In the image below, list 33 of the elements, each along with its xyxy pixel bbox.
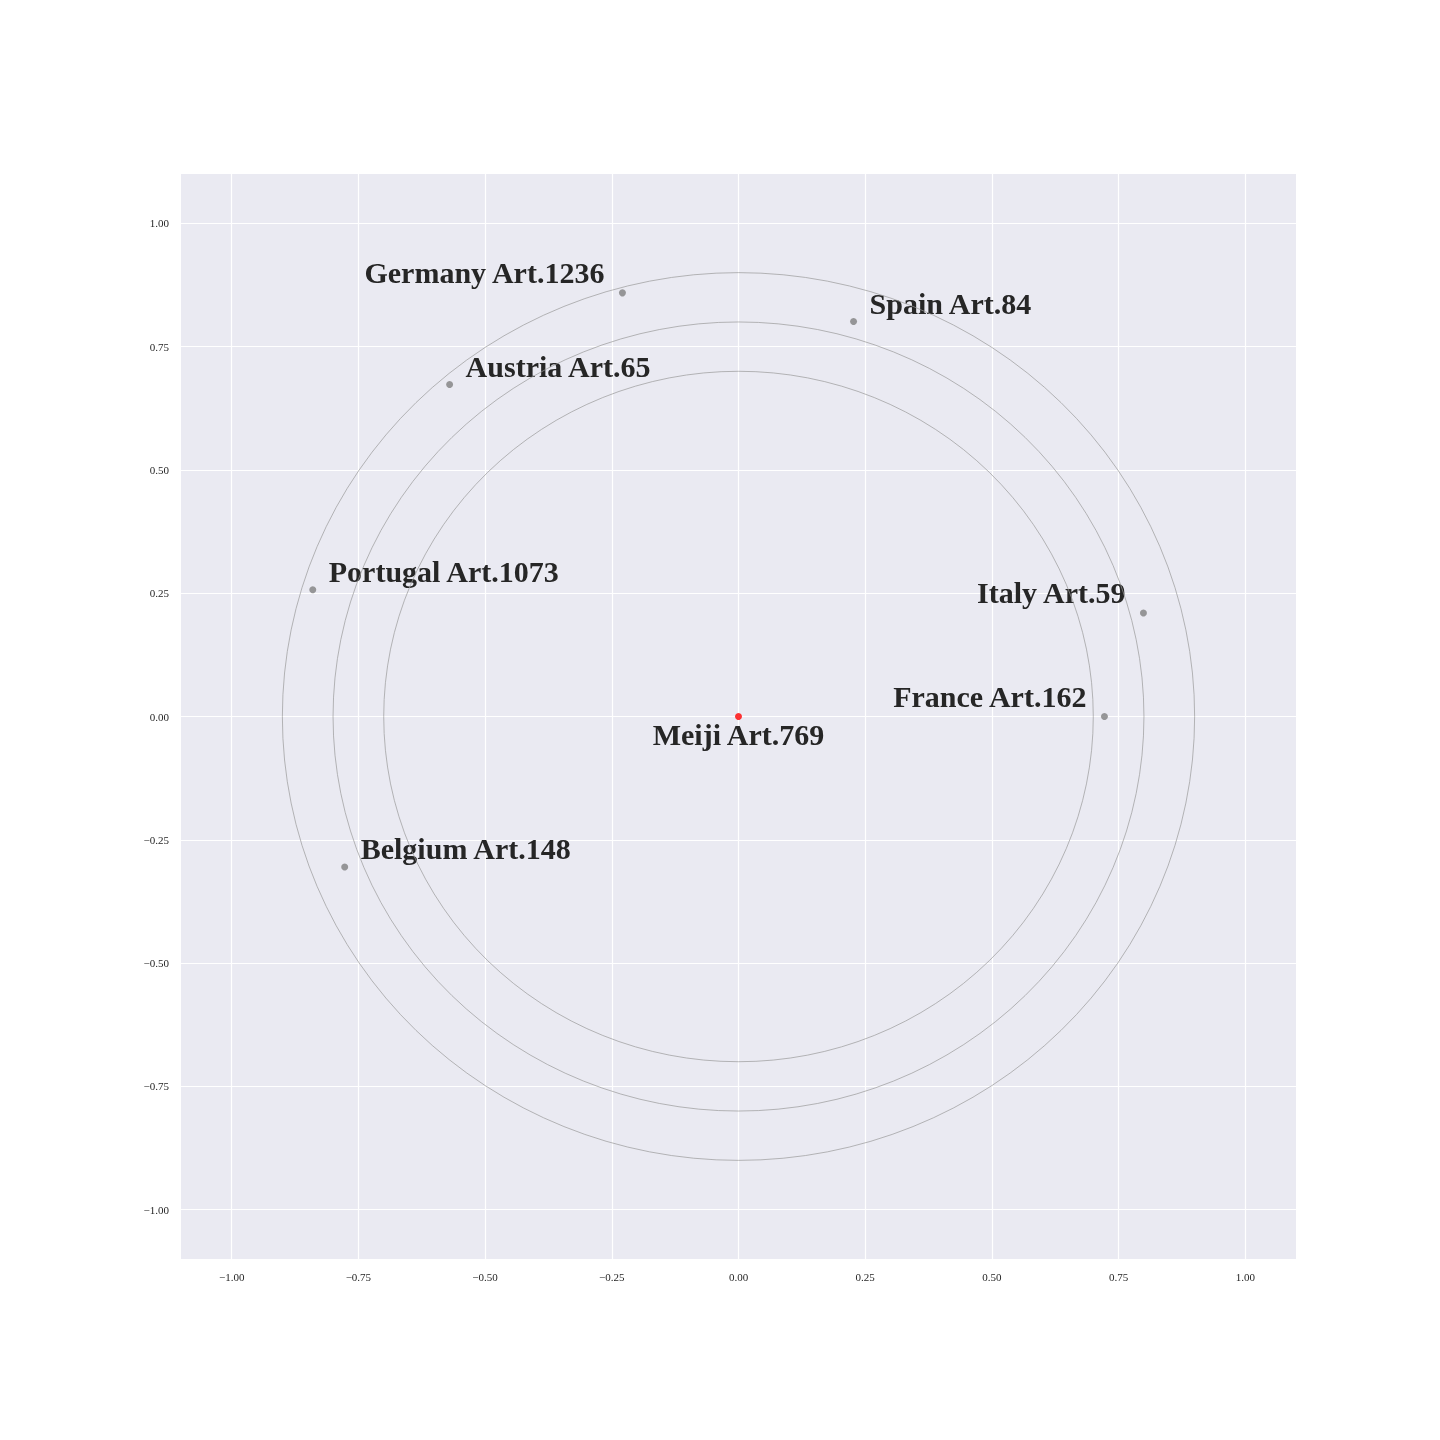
x-tick-label: 0.00 [728, 1270, 749, 1283]
point [341, 863, 349, 871]
annotation: France Art.162 [893, 680, 1087, 713]
x-tick-label: 0.25 [855, 1270, 876, 1283]
annotation: Portugal Art.1073 [328, 555, 559, 589]
point [309, 586, 317, 594]
y-tick-label: 0.50 [149, 463, 170, 476]
x-tick-label: 0.50 [982, 1270, 1003, 1283]
annotation: Italy Art.59 [977, 576, 1126, 610]
point [1100, 713, 1108, 720]
x-tick-label: −0.25 [599, 1270, 626, 1283]
y-tick-label: −0.75 [143, 1080, 170, 1093]
x-tick-label: 1.00 [1235, 1270, 1256, 1283]
x-tick-label: −0.50 [472, 1270, 499, 1283]
annotation: Belgium Art.148 [360, 832, 571, 866]
y-tick-label: 0.25 [149, 587, 170, 600]
y-tick-label: 0.00 [149, 710, 170, 723]
y-tick-label: −1.00 [143, 1203, 170, 1216]
x-tick-label: −0.75 [345, 1270, 372, 1283]
y-tick-label: −0.25 [143, 833, 170, 846]
y-tick-label: 1.00 [149, 217, 170, 230]
x-tick-label: 0.75 [1108, 1270, 1129, 1283]
annotation: Germany Art.1236 [364, 256, 605, 290]
point [618, 289, 626, 297]
point [1139, 609, 1147, 617]
annotation: Meiji Art.769 [652, 718, 825, 751]
annotation: Austria Art.65 [465, 350, 651, 384]
y-tick-label: −0.50 [143, 957, 170, 970]
y-tick-label: 0.75 [149, 340, 170, 353]
annotation: Spain Art.84 [869, 286, 1032, 320]
point [446, 381, 454, 389]
x-tick-label: −1.00 [218, 1270, 245, 1283]
point [850, 317, 858, 325]
